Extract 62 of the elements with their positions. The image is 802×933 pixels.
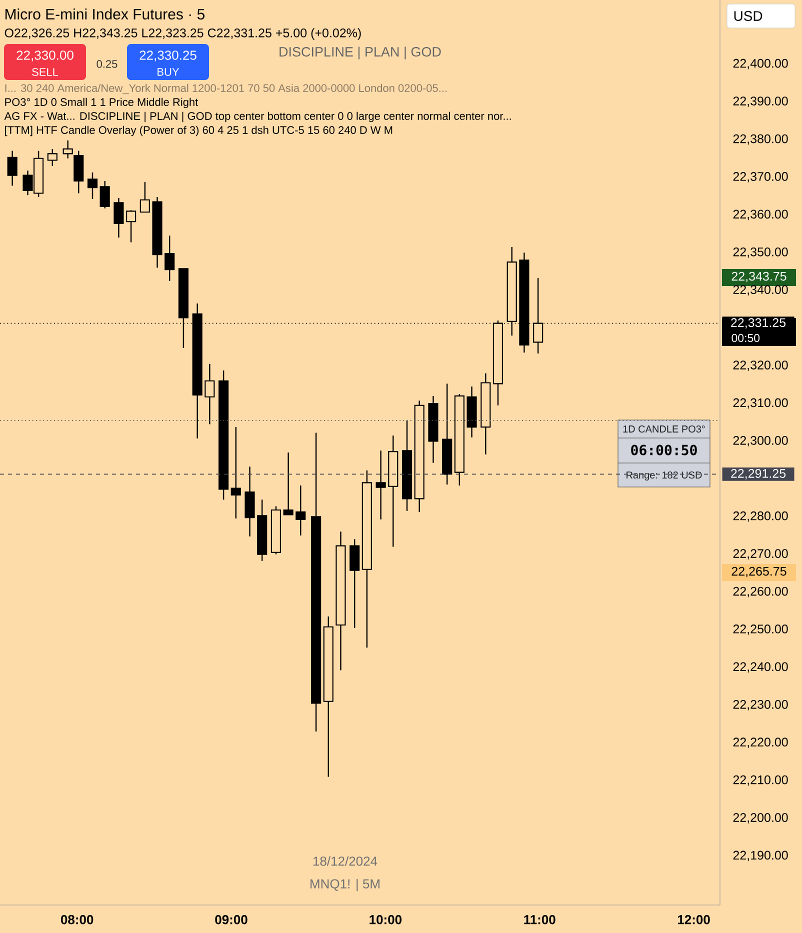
chart-title: Micro E-mini Index Futures · 5 <box>6 8 205 20</box>
candlestick <box>376 450 386 520</box>
candlestick <box>140 181 150 213</box>
candlestick <box>204 363 215 425</box>
y-tick-label: 22,380.00 <box>733 134 788 145</box>
ref-line-label: 22,331.25 <box>731 318 786 329</box>
y-tick-label: 22,390.00 <box>733 96 788 107</box>
y-tick-label: 22,190.00 <box>733 850 788 862</box>
annotation: SELL <box>32 68 58 76</box>
y-tick-label: 22,270.00 <box>733 549 788 560</box>
annotation: 06:00:50 <box>631 444 697 456</box>
y-tick-label: 22,200.00 <box>733 813 788 824</box>
text: O22,326.25 H22,343.25 L22,323.25 C22,331.25 +5.00 (+0.02%) <box>4 28 361 40</box>
candlestick <box>47 148 58 167</box>
annotation: BUY <box>158 68 180 76</box>
annotation: [TTM] HTF Candle Overlay (Power of 3) 60 4 25 1 dsh UTC-5 15 60 240 D W M <box>5 126 392 136</box>
y-tick-label: 22,240.00 <box>733 662 788 673</box>
y-tick-label: 22,280.00 <box>733 511 788 522</box>
y-tick-label: 22,320.00 <box>733 360 788 371</box>
text: 00:50 <box>732 334 760 342</box>
y-tick-label: 22,220.00 <box>733 738 788 748</box>
text: 22,343.75 <box>732 272 786 282</box>
y-tick-label: 22,300.00 <box>733 436 788 446</box>
annotation: I... 30 240 America/New_York Normal 1200-1201 70 50 Asia 2000-0000 London 0200-05... <box>5 84 447 94</box>
y-tick-label: 22,260.00 <box>733 586 788 598</box>
candlestick <box>7 150 18 186</box>
x-tick-label: 10:00 <box>370 915 402 924</box>
annotation: 22,330.00 <box>16 50 74 62</box>
x-tick-label: 09:00 <box>215 915 248 924</box>
y-tick-label: 22,370.00 <box>733 172 788 182</box>
candlestick <box>230 426 241 520</box>
annotation: DISCIPLINE | PLAN | GOD <box>280 46 441 60</box>
candlestick <box>126 210 136 243</box>
candlestick <box>114 197 124 238</box>
text: 22,265.75 <box>732 566 786 578</box>
y-tick-label: 22,310.00 <box>733 398 788 409</box>
x-tick-label: 11:00 <box>524 915 556 924</box>
x-tick-label: 08:00 <box>60 915 94 924</box>
annotation: 22,330.25 <box>140 50 196 62</box>
y-tick-label: 22,360.00 <box>733 210 788 220</box>
x-tick-label: 12:00 <box>678 915 710 924</box>
candlestick <box>62 140 73 159</box>
candlestick <box>283 452 294 516</box>
ref-line-label: 22,291.25 <box>731 469 786 480</box>
annotation: 0.25 <box>96 60 118 68</box>
annotation: Range: 182 USD <box>626 471 702 481</box>
y-tick-label: 22,350.00 <box>733 247 788 258</box>
y-tick-label: 22,340.00 <box>733 285 788 296</box>
annotation: 1D CANDLE PO3° <box>623 425 705 433</box>
y-tick-label: 22,210.00 <box>733 775 788 786</box>
annotation: PO3° 1D 0 Small 1 1 Price Middle Right <box>5 98 198 108</box>
annotation: MNQ1! | 5M <box>310 878 380 892</box>
annotation: AG FX - Wat... DISCIPLINE | PLAN | GOD top center bottom center 0 0 large center normal center nor... <box>4 112 511 122</box>
annotation: 18/12/2024 <box>313 856 378 866</box>
candlestick <box>164 235 175 282</box>
text: USD <box>734 11 762 21</box>
y-tick-label: 22,400.00 <box>733 58 788 70</box>
candlestick <box>296 484 306 536</box>
y-tick-label: 22,250.00 <box>733 624 788 635</box>
candlestick <box>87 172 98 200</box>
candlestick <box>100 180 110 209</box>
y-tick-label: 22,230.00 <box>733 700 788 710</box>
